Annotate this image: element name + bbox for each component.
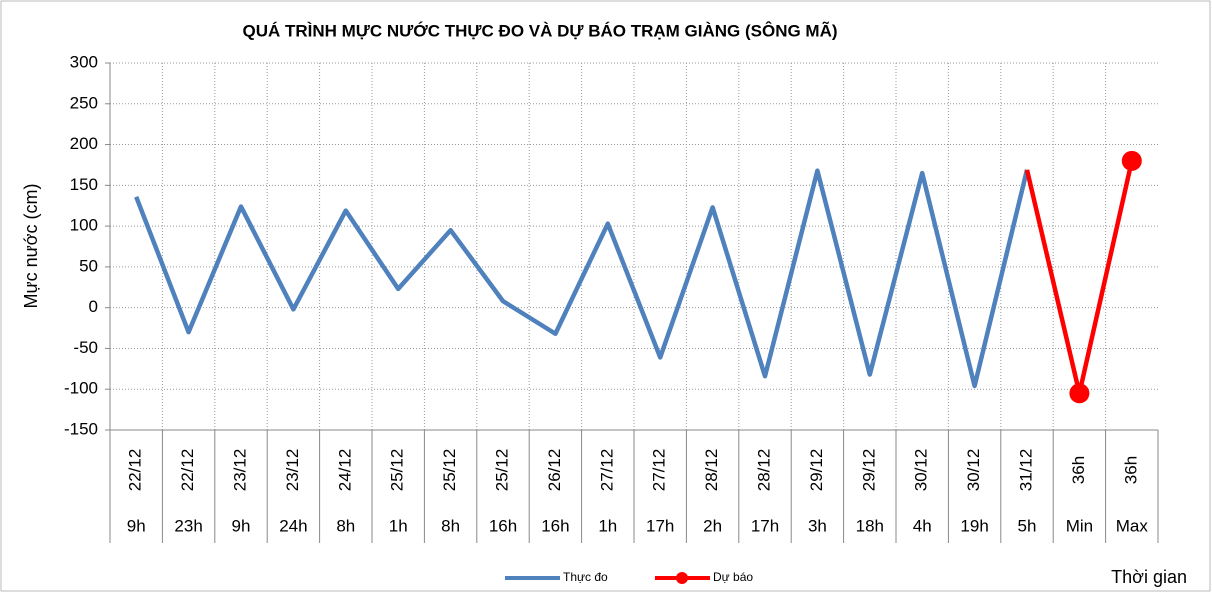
x-tick-label-date: 25/12 [388,449,407,492]
x-tick-label-date: 28/12 [702,449,721,492]
y-tick-label: 0 [89,297,98,316]
marker [1121,150,1142,171]
y-tick-label: 250 [70,93,98,112]
y-axis-label: Mực nước (cm) [21,184,41,309]
y-tick-label: 50 [79,256,98,275]
x-tick-label-date: 27/12 [597,449,616,492]
x-tick-label-hour: 1h [598,516,617,535]
x-tick-label-date: 25/12 [492,449,511,492]
x-tick-label-date: 22/12 [126,449,145,492]
x-tick-label-hour: 17h [646,516,674,535]
y-tick-label: 150 [70,175,98,194]
x-tick-label-hour: 16h [489,516,517,535]
x-tick-label-date: 24/12 [335,449,354,492]
marker [1069,383,1090,404]
x-tick-label-hour: 3h [808,516,827,535]
x-tick-label-date: 29/12 [859,449,878,492]
x-tick-label-date: 23/12 [283,449,302,492]
x-tick-label-hour: 8h [441,516,460,535]
x-tick-label-hour: Min [1066,516,1093,535]
y-tick-label: 300 [70,52,98,71]
x-tick-label-date: 36h [1069,456,1088,484]
x-tick-label-date: 23/12 [230,449,249,492]
x-tick-label-hour: 19h [960,516,988,535]
y-tick-label: -100 [64,379,98,398]
x-tick-label-date: 25/12 [440,449,459,492]
x-tick-label-hour: 16h [541,516,569,535]
x-tick-label-date: 31/12 [1016,449,1035,492]
y-tick-label: 200 [70,134,98,153]
x-tick-label-hour: 9h [232,516,251,535]
legend-marker [676,572,688,584]
y-tick-label: 100 [70,216,98,235]
x-tick-label-date: 30/12 [964,449,983,492]
x-tick-label-date: 29/12 [807,449,826,492]
x-tick-label-hour: 8h [336,516,355,535]
x-tick-label-date: 26/12 [545,449,564,492]
x-tick-label-date: 22/12 [178,449,197,492]
x-tick-label-hour: 18h [856,516,884,535]
x-tick-label-hour: 4h [913,516,932,535]
x-tick-label-hour: 2h [703,516,722,535]
x-tick-label-hour: 5h [1018,516,1037,535]
x-tick-label-hour: 17h [751,516,779,535]
legend-label: Thực đo [563,570,608,584]
x-tick-label-date: 36h [1121,456,1140,484]
x-tick-label-date: 30/12 [912,449,931,492]
y-tick-label: -50 [73,338,98,357]
chart-title: QUÁ TRÌNH MỰC NƯỚC THỰC ĐO VÀ DỰ BÁO TRẠ… [242,20,837,40]
x-tick-label-hour: 1h [389,516,408,535]
x-tick-label-hour: 23h [174,516,202,535]
x-tick-label-hour: 9h [127,516,146,535]
legend-label: Dự báo [713,570,753,584]
y-tick-label: -150 [64,419,98,438]
x-tick-label-date: 27/12 [650,449,669,492]
x-tick-label-hour: Max [1116,516,1149,535]
series-line [134,168,1030,389]
x-axis-label: Thời gian [1111,567,1187,587]
x-tick-label-hour: 24h [279,516,307,535]
x-tick-label-date: 28/12 [754,449,773,492]
